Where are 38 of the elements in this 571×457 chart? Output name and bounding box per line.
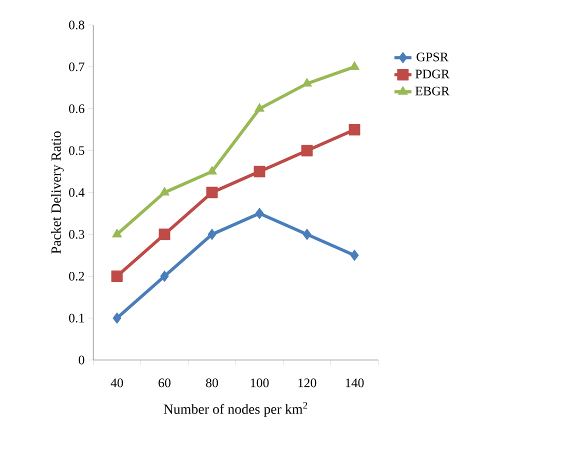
point — [254, 103, 264, 112]
point — [301, 144, 313, 156]
y-tick-label: 0.4 — [69, 188, 85, 197]
point — [302, 78, 312, 87]
legend-label: EBGR — [415, 86, 450, 96]
x-tick-label: 140 — [346, 378, 364, 388]
point — [208, 228, 216, 240]
y-axis-title: Packet Delivery Ratio — [51, 131, 64, 254]
point — [160, 186, 170, 196]
point — [350, 250, 359, 262]
y-tick-label: 0 — [78, 356, 84, 364]
point — [158, 228, 170, 240]
point — [207, 166, 217, 175]
y-tick-label: 0.5 — [69, 146, 84, 156]
point — [302, 228, 312, 240]
legend-label: GPSR — [416, 52, 448, 62]
y-tick-label: 0.2 — [69, 272, 84, 281]
point — [348, 124, 360, 136]
x-axis-title: Number of nodes per km$^{2}$ — [164, 402, 308, 417]
point — [254, 166, 266, 178]
point — [206, 186, 218, 198]
x-tick-label: 120 — [298, 378, 316, 388]
x-tick-label: 100 — [250, 378, 269, 388]
x-tick-label: 80 — [206, 378, 218, 388]
x-tick-label: 60 — [158, 378, 170, 388]
y-tick-label: 0.3 — [69, 230, 84, 239]
legend-label: PDGR — [415, 70, 450, 78]
point — [112, 228, 122, 238]
x-tick-label: 40 — [110, 378, 123, 388]
point — [350, 61, 360, 70]
y-tick-label: 0.7 — [69, 62, 84, 72]
point — [111, 270, 123, 282]
point — [160, 270, 169, 282]
y-tick-label: 0.8 — [69, 20, 84, 30]
point — [255, 208, 264, 220]
y-tick-label: 0.6 — [69, 104, 84, 114]
point — [112, 312, 122, 324]
y-tick-label: 0.1 — [69, 314, 84, 323]
